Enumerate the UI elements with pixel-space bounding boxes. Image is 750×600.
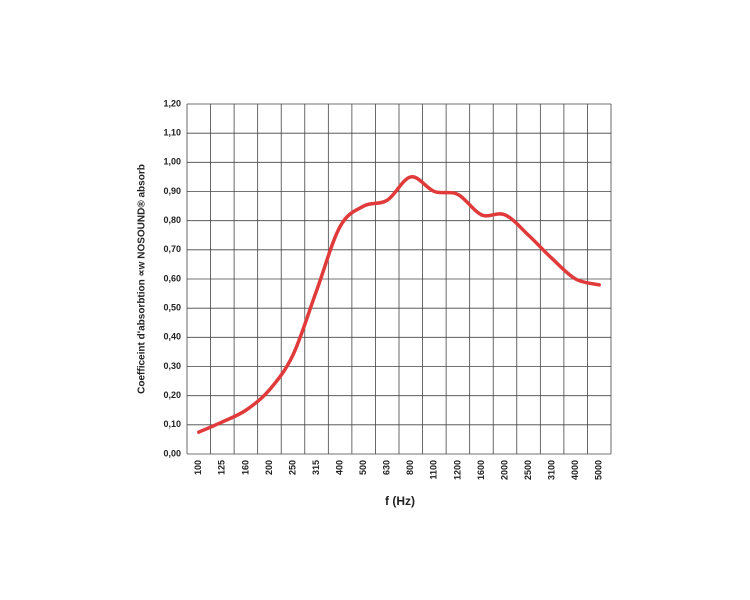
x-tick-label: 5000 [594,460,604,480]
x-tick-label: 250 [287,460,297,475]
x-tick-label: 4000 [570,460,580,480]
x-axis-label: f (Hz) [385,494,415,508]
x-tick-label: 2000 [499,460,509,480]
y-tick-label: 0,00 [163,448,181,458]
y-tick-label: 0,60 [163,273,181,283]
x-tick-label: 2500 [523,460,533,480]
y-tick-label: 0,40 [163,332,181,342]
x-tick-label: 3100 [546,460,556,480]
y-tick-label: 0,50 [163,303,181,313]
x-tick-label: 1600 [476,460,486,480]
y-tick-label: 0,80 [163,215,181,225]
x-tick-label: 800 [405,460,415,475]
x-tick-label: 160 [240,460,250,475]
y-tick-label: 0,90 [163,186,181,196]
x-tick-label: 400 [334,460,344,475]
y-tick-label: 1,10 [163,128,181,138]
y-tick-label: 0,70 [163,244,181,254]
x-tick-label: 200 [264,460,274,475]
y-tick-label: 0,30 [163,361,181,371]
x-tick-label: 100 [193,460,203,475]
y-tick-label: 1,00 [163,157,181,167]
y-tick-label: 0,10 [163,419,181,429]
y-axis-label: Coefficeint d'absorbtion ∝w NOSOUND® abs… [137,164,148,394]
y-tick-label: 1,20 [163,98,181,108]
y-tick-label: 0,20 [163,390,181,400]
x-tick-label: 500 [358,460,368,475]
x-tick-label: 125 [217,460,227,475]
x-tick-label: 1100 [429,460,439,480]
x-tick-label: 315 [311,460,321,475]
x-tick-label: 630 [382,460,392,475]
x-tick-label: 1200 [452,460,462,480]
line-series [197,175,601,434]
